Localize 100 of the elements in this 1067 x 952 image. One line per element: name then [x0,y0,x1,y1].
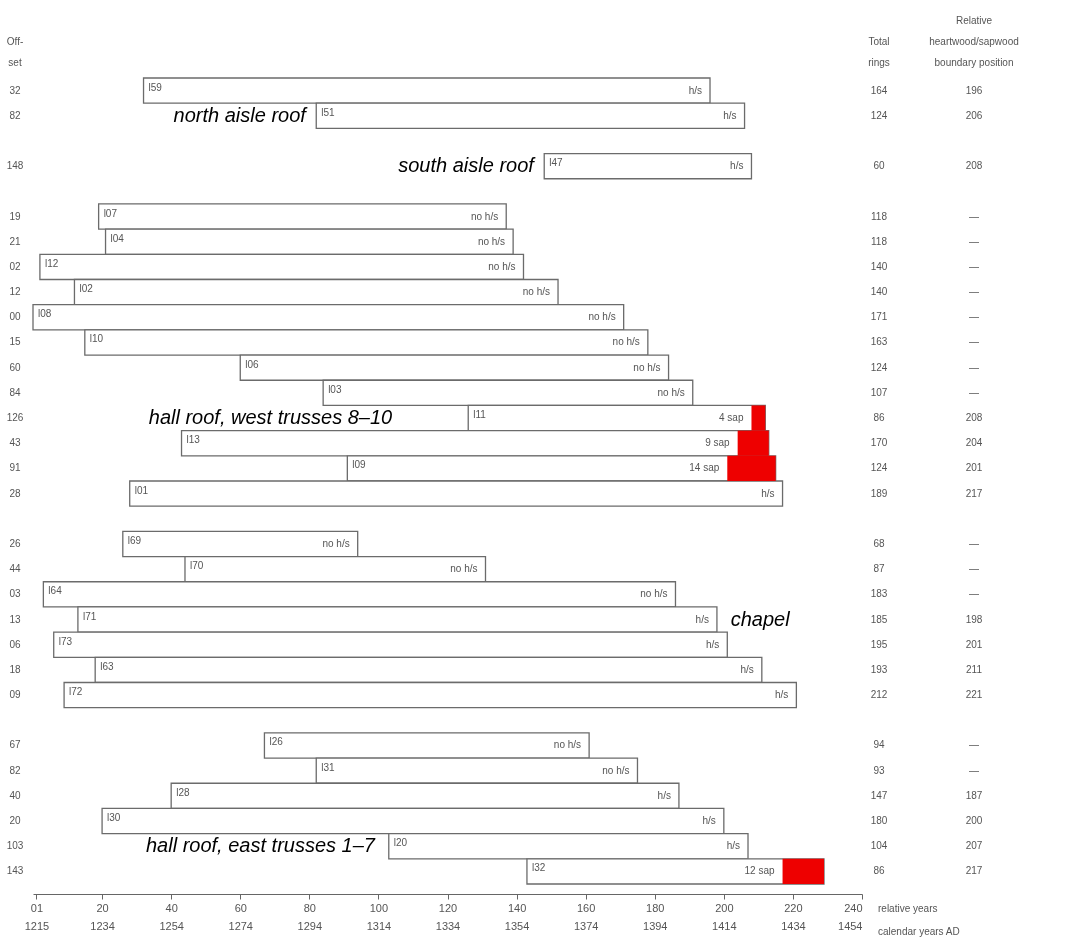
x2-tick-label: 1234 [90,919,115,932]
annotation: h/s [775,689,789,701]
x-tick-label: 20 [96,901,109,914]
y-tick-label: 60 [9,361,21,373]
y-tick-label: 43 [9,437,21,449]
y-axis-title: Off-set [6,36,24,68]
y2-tick-label: — [969,739,979,751]
y-tick-label: 12 [9,286,21,298]
text: Total rings [868,36,890,68]
data-label: 189 [870,487,888,499]
annotation: l51 [321,106,336,118]
y-tick-label: 06 [9,638,21,650]
data-label: 183 [870,588,888,600]
annotation: no h/s [602,764,630,776]
y-tick-label: 40 [9,789,21,801]
y2-tick-label: 204 [965,437,983,449]
data-label: 147 [870,789,888,801]
annotation: l32 [531,862,546,874]
x2-tick-label: 1215 [24,919,50,932]
annotation: no h/s [633,361,661,373]
data-label: 171 [870,311,888,323]
data-label: 107 [870,386,888,398]
annotation: l63 [100,660,114,672]
x2-tick-label: 1334 [435,919,461,932]
y-tick-label: 20 [9,815,21,827]
annotation: no h/s [470,210,499,222]
data-label: 118 [871,235,888,247]
y-tick-label: 02 [9,260,21,272]
data-label: 86 [873,865,885,877]
y-tick-label: 91 [9,462,21,474]
annotation: l26 [269,736,284,748]
y2-tick-label: 208 [965,412,983,424]
y-tick-label: 15 [9,336,21,348]
y-tick-label: 44 [9,563,21,575]
y2-tick-label: 217 [965,865,983,877]
y2-tick-label: 206 [965,109,983,121]
annotation: no h/s [553,739,582,751]
x-tick-label: 140 [507,901,527,914]
annotation: chapel [730,607,791,630]
y2-tick-label: 208 [965,160,983,172]
y-tick-label: 19 [9,210,21,222]
annotation: l71 [82,610,97,622]
y2-tick-label: — [969,286,979,298]
data-label: 180 [870,815,888,827]
data-label: 212 [870,689,888,701]
y-tick-label: 03 [9,588,21,600]
y2-tick-label: 200 [965,815,983,827]
annotation: no h/s [588,311,616,323]
data-label: 68 [873,537,885,549]
annotation: l04 [110,232,125,244]
annotation: l13 [186,434,201,446]
data-label: 87 [873,563,885,575]
annotation: h/s [702,815,716,827]
data-label: 193 [870,663,888,675]
x-tick-label: 120 [438,901,458,914]
annotation: north aisle roof [173,103,309,126]
x-tick-label: 240 [844,901,863,914]
y2-tick-label: 207 [965,840,983,852]
annotation: south aisle roof [398,154,537,177]
annotation: l64 [48,585,63,597]
data-label: 124 [870,462,888,474]
y-tick-label: 82 [9,764,21,776]
y-tick-label: 09 [9,689,21,701]
x2-axis-title: calendar years AD [878,926,960,937]
x2-tick-label: 1254 [159,919,184,932]
text: Relative heartwood/sapwood boundary position [929,15,1019,68]
x2-tick-label: 1454 [838,919,863,932]
data-label: 94 [873,739,885,751]
y-tick-label: 28 [9,487,21,499]
y2-tick-label: 196 [965,84,983,96]
y-tick-label: 103 [6,840,24,852]
y2-tick-label: 201 [965,462,983,474]
y2-tick-label: 187 [965,789,983,801]
annotation: l02 [79,283,94,295]
data-label: 118 [871,210,888,222]
data-label: 170 [870,437,888,449]
y2-tick-label: 201 [965,638,983,650]
annotation: l47 [549,157,563,169]
annotation: l28 [176,786,190,798]
data-label: 163 [870,336,888,348]
y2-tick-label: — [969,361,979,373]
data-label: 195 [870,638,888,650]
annotation: h/s [761,487,775,499]
annotation: l10 [89,333,104,345]
data-label: 60 [873,160,885,172]
annotation: l69 [127,534,142,546]
y2-tick-label: — [969,537,979,549]
x-tick-label: 80 [303,901,316,914]
x2-tick-label: 1314 [366,919,392,932]
y-tick-label: 126 [6,412,24,424]
y-tick-label: 84 [9,386,21,398]
x2-tick-label: 1434 [781,919,806,932]
x-tick-label: 220 [784,901,803,914]
y2-tick-label: — [969,260,979,272]
annotation: l73 [58,635,73,647]
data-label: 14 sap [689,462,720,474]
y2-tick-label: 211 [966,663,983,675]
y2-tick-label: — [969,588,979,600]
annotation: h/s [688,84,703,96]
x2-tick-label: 1394 [643,919,668,932]
